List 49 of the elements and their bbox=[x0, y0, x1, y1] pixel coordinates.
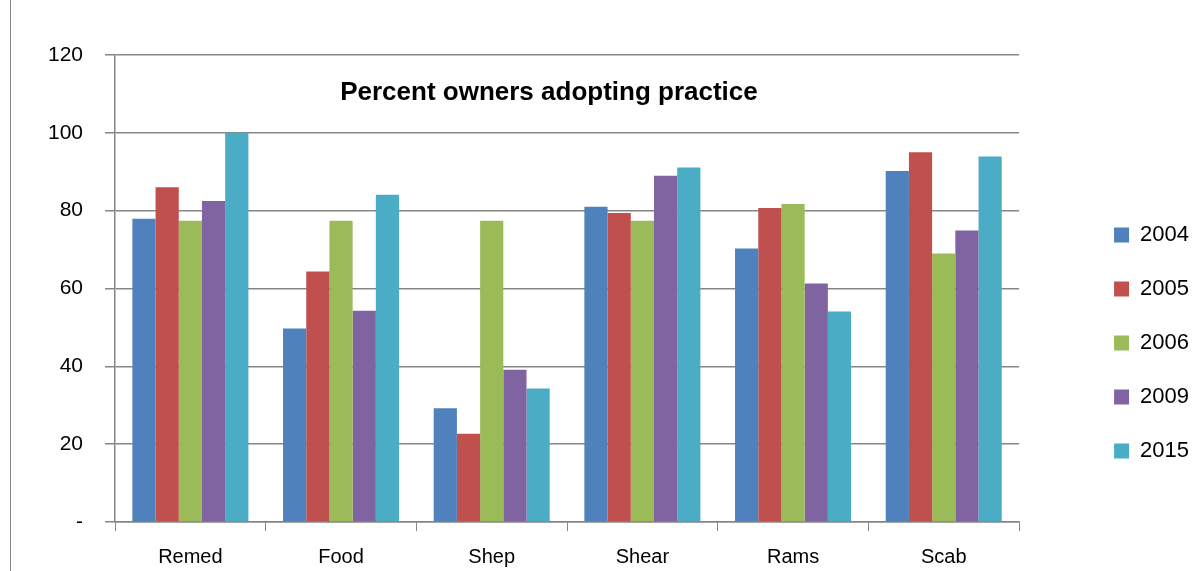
legend-label: 2005 bbox=[1140, 275, 1190, 301]
bar bbox=[178, 220, 202, 522]
bar bbox=[735, 248, 759, 522]
legend-label: 2009 bbox=[1140, 383, 1190, 409]
bar bbox=[480, 220, 504, 522]
bar bbox=[607, 213, 631, 522]
y-tick-label: 60 bbox=[59, 275, 84, 299]
bar bbox=[804, 283, 828, 522]
bar bbox=[132, 218, 156, 522]
bar bbox=[978, 156, 1002, 522]
bar bbox=[352, 310, 376, 522]
bar bbox=[781, 204, 805, 522]
y-tick-label: 120 bbox=[47, 41, 84, 65]
bar bbox=[201, 200, 226, 522]
bar bbox=[584, 206, 608, 522]
bar bbox=[827, 311, 852, 522]
bar bbox=[526, 388, 550, 522]
y-tick-label: 80 bbox=[59, 197, 84, 221]
x-tick-label: Rams bbox=[766, 544, 820, 567]
bar bbox=[375, 194, 400, 522]
bar bbox=[885, 170, 909, 522]
bar bbox=[456, 433, 481, 522]
legend-label: 2004 bbox=[1140, 221, 1190, 247]
bar bbox=[908, 152, 933, 522]
text: Percent owners adopting practice bbox=[340, 76, 758, 107]
x-tick-label: Shear bbox=[615, 544, 670, 567]
bar bbox=[630, 220, 654, 522]
bar bbox=[283, 328, 307, 522]
bar bbox=[758, 207, 782, 522]
y-tick-label: 40 bbox=[59, 353, 84, 377]
y-tick-label: - bbox=[76, 508, 84, 532]
bar bbox=[225, 132, 249, 522]
bar bbox=[433, 408, 457, 522]
x-tick-label: Scab bbox=[920, 544, 967, 567]
bar bbox=[306, 271, 330, 522]
y-tick-label: 20 bbox=[59, 430, 84, 454]
x-tick-label: Remed bbox=[158, 544, 223, 567]
legend-label: 2006 bbox=[1140, 329, 1190, 355]
y-tick-label: 100 bbox=[47, 119, 84, 143]
bar bbox=[932, 253, 956, 522]
bar bbox=[329, 220, 353, 522]
bar bbox=[155, 187, 179, 522]
x-tick-label: Shep bbox=[468, 544, 516, 567]
bar bbox=[503, 369, 527, 522]
x-tick-label: Food bbox=[318, 544, 364, 567]
bar bbox=[955, 230, 979, 522]
legend-label: 2015 bbox=[1140, 437, 1190, 463]
bar bbox=[677, 167, 701, 522]
bar bbox=[653, 175, 678, 522]
